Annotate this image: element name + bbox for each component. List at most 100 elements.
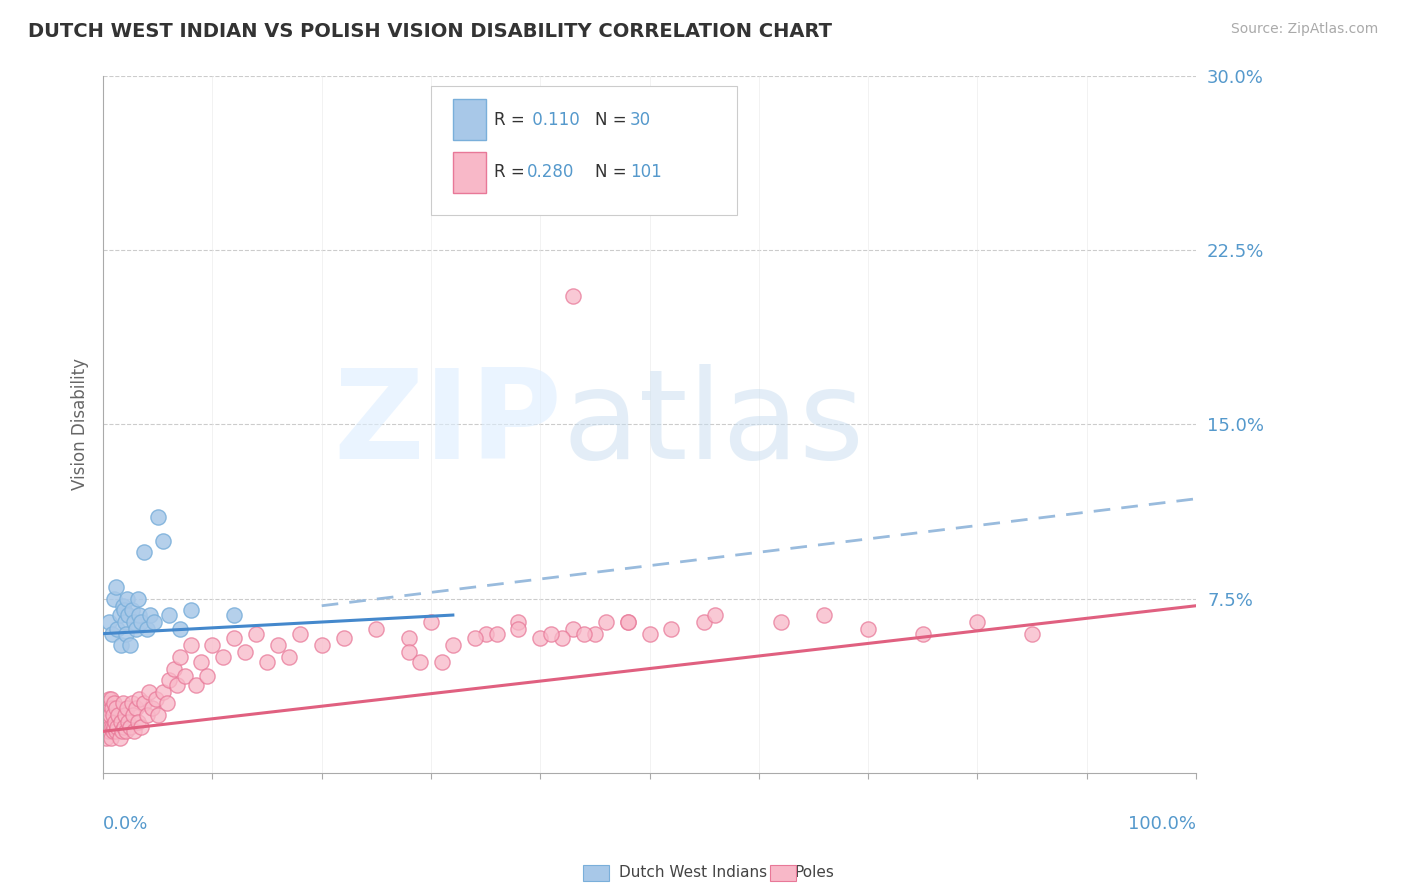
Point [120, 720, 142, 734]
Point [122, 615, 145, 629]
FancyBboxPatch shape [432, 86, 737, 215]
Point [120, 638, 142, 652]
Point [562, 289, 585, 303]
Point [420, 615, 443, 629]
Point [693, 615, 716, 629]
Point [595, 615, 617, 629]
Point [155, 697, 177, 711]
Point [110, 714, 132, 729]
Point [117, 608, 139, 623]
Point [166, 678, 188, 692]
Point [661, 622, 683, 636]
Point [616, 615, 638, 629]
Point [112, 603, 135, 617]
Point [616, 615, 638, 629]
Point [398, 632, 420, 646]
Point [111, 697, 134, 711]
Point [121, 708, 143, 723]
Text: 0.280: 0.280 [527, 163, 575, 181]
Point [111, 724, 134, 739]
Point [108, 731, 131, 746]
Point [105, 580, 128, 594]
Point [638, 626, 661, 640]
Text: N =: N = [595, 112, 631, 129]
Point [115, 591, 138, 606]
Point [163, 661, 186, 675]
Point [190, 655, 212, 669]
Point [157, 608, 180, 623]
Point [100, 731, 122, 746]
Point [704, 608, 727, 623]
Point [139, 608, 162, 623]
Point [485, 626, 508, 640]
Point [98, 720, 121, 734]
Point [464, 632, 486, 646]
Point [131, 615, 153, 629]
Point [93, 720, 115, 734]
Point [112, 720, 135, 734]
Point [146, 708, 169, 723]
Point [100, 691, 122, 706]
Point [107, 708, 129, 723]
Point [138, 685, 160, 699]
Point [105, 622, 128, 636]
Point [135, 622, 157, 636]
Text: Source: ZipAtlas.com: Source: ZipAtlas.com [1230, 22, 1378, 37]
Point [572, 626, 595, 640]
Text: 0.0%: 0.0% [103, 815, 149, 833]
Point [121, 603, 143, 617]
Point [94, 724, 117, 739]
Point [101, 720, 124, 734]
Point [332, 632, 354, 646]
Point [311, 638, 333, 652]
Point [101, 626, 124, 640]
Point [103, 591, 125, 606]
Point [224, 608, 246, 623]
Point [174, 668, 197, 682]
Point [233, 645, 256, 659]
Point [145, 691, 167, 706]
Point [508, 615, 530, 629]
Text: 101: 101 [630, 163, 662, 181]
Text: 100.0%: 100.0% [1128, 815, 1197, 833]
Point [169, 622, 191, 636]
Point [583, 626, 606, 640]
Text: 0.110: 0.110 [527, 112, 579, 129]
Point [98, 708, 121, 723]
Point [856, 622, 879, 636]
Point [562, 622, 585, 636]
Point [267, 638, 290, 652]
Point [398, 645, 420, 659]
Point [125, 701, 148, 715]
Point [115, 626, 138, 640]
Point [105, 724, 128, 739]
Point [101, 701, 124, 715]
Point [769, 615, 792, 629]
Text: atlas: atlas [562, 364, 865, 485]
Point [157, 673, 180, 688]
Point [201, 638, 224, 652]
Point [94, 708, 117, 723]
Point [152, 685, 174, 699]
Point [911, 626, 934, 640]
Point [141, 701, 163, 715]
Point [103, 697, 125, 711]
Point [180, 603, 202, 617]
Point [110, 638, 132, 652]
Point [114, 615, 136, 629]
Point [245, 626, 267, 640]
Point [96, 714, 118, 729]
Point [96, 701, 118, 715]
Text: 30: 30 [630, 112, 651, 129]
Point [212, 649, 235, 664]
Text: ZIP: ZIP [333, 364, 562, 485]
Point [583, 173, 606, 187]
Point [127, 591, 149, 606]
Point [195, 668, 218, 682]
Point [115, 701, 138, 715]
Point [184, 678, 207, 692]
Bar [453, 153, 485, 193]
Point [96, 731, 118, 746]
Point [96, 697, 118, 711]
Y-axis label: Vision Disability: Vision Disability [72, 359, 89, 491]
